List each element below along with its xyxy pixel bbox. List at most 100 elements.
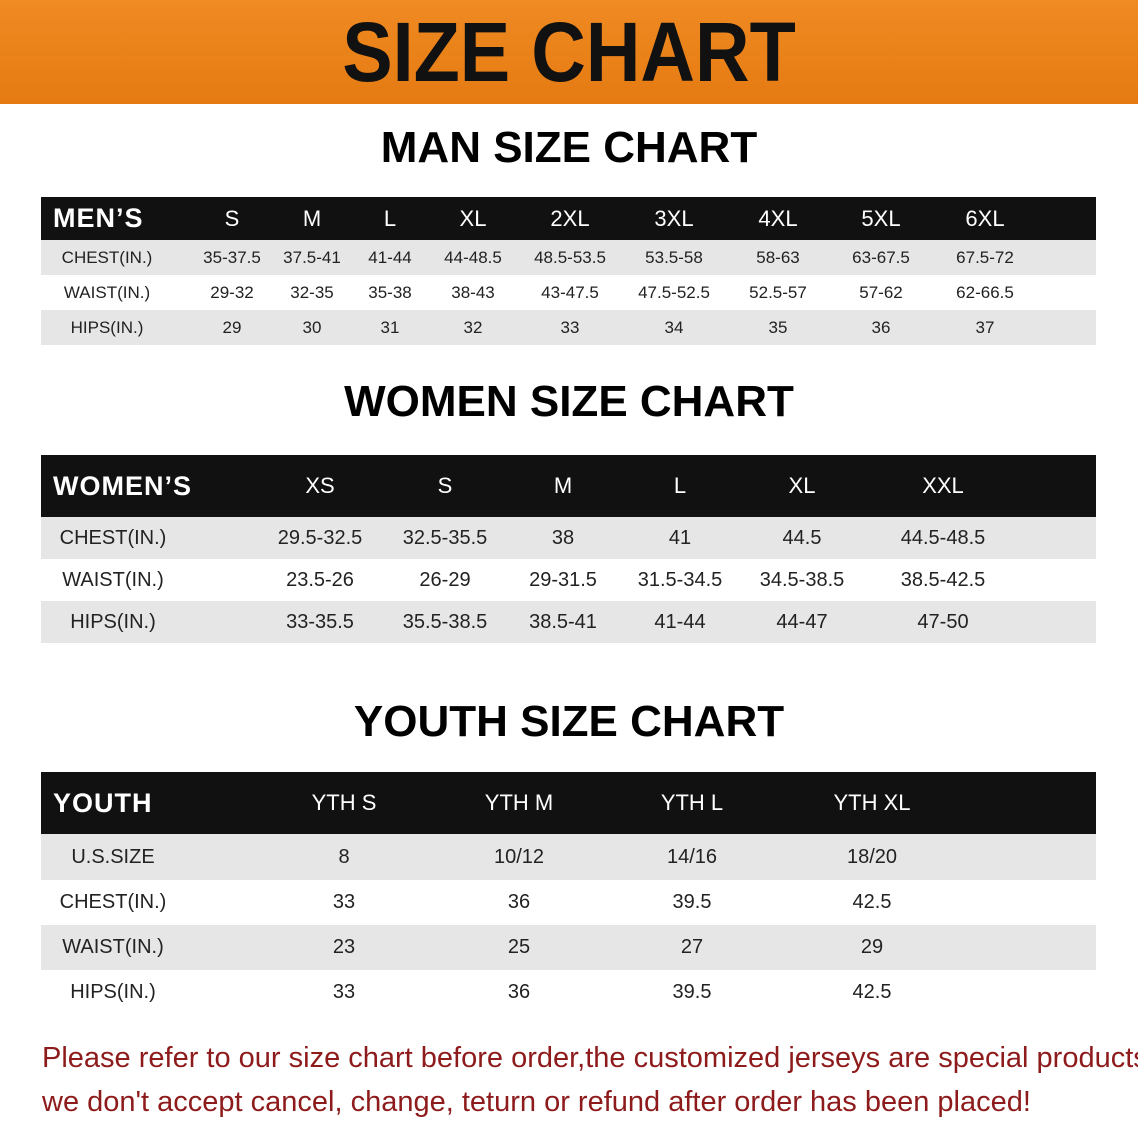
row-value: 57-62	[859, 283, 903, 302]
row-value: 29-31.5	[529, 569, 597, 591]
table-row: CHEST(IN.) 29.5-32.5 32.5-35.5 38 41 44.5 44.5…	[41, 517, 1096, 559]
row-value: 25	[507, 936, 531, 958]
row-value: 23	[332, 936, 356, 958]
row-value: 35-38	[368, 283, 412, 302]
header-size: M	[553, 473, 573, 498]
row-label: HIPS(IN.)	[70, 611, 156, 633]
header-row: WOMEN’S XS S M L XL XXL	[41, 455, 1096, 517]
row-value: 41-44	[368, 248, 412, 267]
header-label: MEN’S	[53, 203, 144, 233]
row-value: 34	[664, 318, 684, 337]
header-label: YOUTH	[53, 788, 153, 818]
header-size: 5XL	[861, 206, 901, 231]
row-value: 67.5-72	[956, 248, 1014, 267]
row-value: 36	[871, 318, 891, 337]
header-size: XXL	[922, 473, 964, 498]
row-label: WAIST(IN.)	[62, 569, 164, 591]
row-value: 32-35	[290, 283, 334, 302]
row-value: 33-35.5	[286, 611, 354, 633]
row-value: 38.5-41	[529, 611, 597, 633]
row-value: 44-47	[776, 611, 828, 633]
row-value: 29.5-32.5	[277, 527, 363, 549]
banner: SIZE CHART	[0, 0, 1138, 104]
row-value: 42.5	[852, 891, 892, 913]
row-value: 34.5-38.5	[759, 569, 845, 591]
row-value: 43-47.5	[541, 283, 599, 302]
row-value: 10/12	[493, 846, 545, 868]
header-row: MEN’S S M L XL 2XL 3XL 4XL 5XL 6XL	[41, 197, 1096, 240]
row-value: 33	[332, 891, 356, 913]
table-row: WAIST(IN.) 23 25 27 29	[41, 925, 1096, 970]
header-size: YTH L	[660, 790, 724, 815]
row-value: 14/16	[666, 846, 718, 868]
row-value: 26-29	[419, 569, 471, 591]
section-title: WOMEN SIZE CHART	[344, 377, 794, 426]
row-value: 29	[860, 936, 884, 958]
row-value: 35-37.5	[203, 248, 261, 267]
notice-line: we don't accept cancel, change, teturn o…	[42, 1086, 1031, 1118]
header-size: S	[437, 473, 453, 498]
row-value: 32.5-35.5	[402, 527, 488, 549]
row-label: CHEST(IN.)	[59, 527, 167, 549]
section-title: YOUTH SIZE CHART	[353, 697, 785, 746]
row-value: 42.5	[852, 981, 892, 1003]
header-size: L	[673, 473, 687, 498]
row-value: 8	[338, 846, 350, 868]
row-label: U.S.SIZE	[71, 846, 155, 868]
header-size: 6XL	[965, 206, 1005, 231]
header-row: YOUTH YTH S YTH M YTH L YTH XL	[41, 772, 1096, 834]
page-title: SIZE CHART	[342, 5, 796, 99]
row-label: HIPS(IN.)	[70, 318, 144, 337]
row-value: 53.5-58	[645, 248, 703, 267]
row-value: 37.5-41	[283, 248, 341, 267]
row-value: 36	[507, 981, 531, 1003]
table-row: CHEST(IN.) 33 36 39.5 42.5	[41, 880, 1096, 925]
row-value: 31.5-34.5	[637, 569, 723, 591]
row-value: 37	[975, 318, 995, 337]
row-value: 38	[551, 527, 575, 549]
row-value: 44-48.5	[444, 248, 502, 267]
row-value: 47-50	[917, 611, 969, 633]
row-value: 30	[302, 318, 322, 337]
row-value: 44.5	[782, 527, 822, 549]
row-value: 18/20	[846, 846, 898, 868]
table-row: WAIST(IN.) 23.5-26 26-29 29-31.5 31.5-34.5 34…	[41, 559, 1096, 601]
row-label: CHEST(IN.)	[59, 891, 167, 913]
row-label: WAIST(IN.)	[62, 936, 164, 958]
row-value: 35.5-38.5	[402, 611, 488, 633]
row-value: 29	[222, 318, 242, 337]
row-value: 48.5-53.5	[534, 248, 606, 267]
row-value: 38-43	[451, 283, 495, 302]
header-size: YTH S	[311, 790, 377, 815]
table-row: HIPS(IN.) 33-35.5 35.5-38.5 38.5-41 41-44 44-…	[41, 601, 1096, 643]
row-value: 32	[463, 318, 483, 337]
section-title: MAN SIZE CHART	[380, 123, 758, 172]
row-value: 41-44	[654, 611, 706, 633]
header-size: YTH M	[484, 790, 554, 815]
header-size: 4XL	[758, 206, 798, 231]
row-value: 41	[668, 527, 692, 549]
header-size: XS	[305, 473, 335, 498]
table-row: HIPS(IN.) 29 30 31 32 33 34 35 36 37	[41, 310, 1096, 345]
row-value: 39.5	[672, 891, 712, 913]
row-value: 62-66.5	[956, 283, 1014, 302]
table-row: HIPS(IN.) 33 36 39.5 42.5	[41, 970, 1096, 1015]
row-label: WAIST(IN.)	[63, 283, 151, 302]
row-value: 39.5	[672, 981, 712, 1003]
row-value: 36	[507, 891, 531, 913]
row-value: 35	[768, 318, 788, 337]
row-value: 38.5-42.5	[900, 569, 986, 591]
table-row: WAIST(IN.) 29-32 32-35 35-38 38-43 43-47.5 47.…	[41, 275, 1096, 310]
row-value: 29-32	[210, 283, 254, 302]
header-size: YTH XL	[833, 790, 911, 815]
header-size: M	[302, 206, 322, 231]
header-size: XL	[788, 473, 816, 498]
row-value: 52.5-57	[749, 283, 807, 302]
notice-line: Please refer to our size chart before or…	[42, 1042, 1138, 1074]
header-size: 3XL	[654, 206, 694, 231]
row-value: 33	[560, 318, 580, 337]
row-value: 44.5-48.5	[900, 527, 986, 549]
table-row: CHEST(IN.) 35-37.5 37.5-41 41-44 44-48.5 48.5…	[41, 240, 1096, 275]
row-value: 23.5-26	[286, 569, 354, 591]
